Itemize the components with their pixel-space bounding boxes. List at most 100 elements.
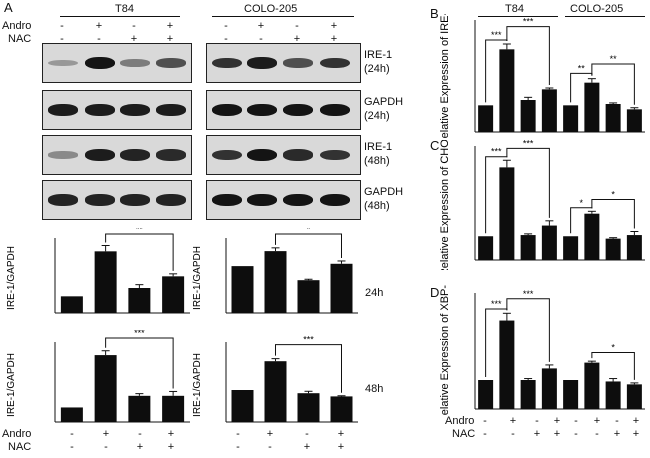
nac-sign: + [166, 33, 174, 45]
significance-label: *** [491, 147, 502, 157]
bar [60, 407, 83, 422]
blot-label: IRE-1 [364, 49, 393, 61]
y-axis-label: Relative Expression of XBP-1 [439, 285, 451, 415]
nac-sign: + [613, 428, 621, 440]
andro-label-top: Andro [2, 20, 32, 32]
bar [297, 393, 320, 422]
chart-b: Relative Expression of IRE-1 ********** [439, 14, 645, 139]
andro-sign: + [266, 428, 274, 440]
blot-band [320, 104, 350, 116]
andro-sign: - [615, 415, 619, 427]
andro-sign: + [102, 428, 110, 440]
bar [563, 380, 579, 409]
andro-sign: + [632, 415, 640, 427]
bar [563, 105, 579, 132]
blot-band [120, 104, 150, 116]
significance-label: ** [578, 63, 586, 73]
significance-label: *** [134, 330, 145, 338]
nac-sign: + [293, 33, 301, 45]
blot-band [120, 194, 150, 206]
bar [478, 380, 494, 409]
blot-label: GAPDH [364, 96, 404, 108]
andro-sign: - [574, 415, 578, 427]
nac-sign: + [533, 428, 541, 440]
significance-label: *** [523, 289, 534, 299]
group-underline-t84 [60, 16, 180, 17]
bar [162, 276, 185, 313]
bar [264, 251, 287, 313]
blot-band [85, 149, 115, 161]
panel-label-b: B [430, 6, 439, 21]
blot-band [247, 57, 277, 69]
chart-t84-48h: IRE-1/GAPDH *** [6, 330, 190, 423]
chart-colo-24h: IRE-1/GAPDH * [192, 228, 358, 314]
blot-band [156, 104, 186, 116]
group-underline-colo-right [565, 16, 645, 17]
andro-sign: - [132, 20, 136, 32]
bar [584, 213, 600, 260]
nac-label-bottom: NAC [8, 441, 32, 453]
bar [584, 362, 600, 409]
bar [60, 296, 83, 313]
panel-label-c: C [430, 138, 440, 153]
blot-band [283, 104, 313, 116]
andro-label-bottom: Andro [2, 428, 32, 440]
y-axis-label: IRE-1/GAPDH [192, 353, 203, 417]
significance-bracket [506, 298, 550, 362]
andro-sign: + [337, 428, 345, 440]
bar [563, 236, 579, 260]
nac-sign: - [595, 428, 599, 440]
blot-label: IRE-1 [364, 141, 393, 153]
andro-sign: - [295, 20, 299, 32]
group-label-colo-right: COLO-205 [570, 3, 624, 15]
y-axis-label: Relative Expression of CHOP [439, 140, 451, 270]
andro-sign: - [236, 428, 240, 440]
bar [94, 355, 117, 422]
blot-band [85, 194, 115, 206]
blot-band [48, 104, 78, 116]
significance-bracket [275, 233, 342, 258]
significance-label: * [579, 198, 583, 208]
blot-band [85, 57, 115, 69]
bar [541, 225, 557, 260]
time-label-24h: 24h [365, 287, 384, 299]
y-axis-label: IRE-1/GAPDH [6, 353, 17, 417]
andro-sign: - [535, 415, 539, 427]
blot-band [212, 149, 242, 161]
andro-sign: - [70, 428, 74, 440]
bar [520, 380, 536, 409]
chart-colo-48h: IRE-1/GAPDH *** [192, 335, 358, 423]
bar [231, 390, 254, 422]
nac-sign: - [483, 428, 487, 440]
blot-colo-row-1 [206, 90, 361, 130]
nac-sign: + [330, 33, 338, 45]
nac-sign: + [136, 441, 144, 453]
significance-label: * [307, 228, 311, 234]
nac-sign: + [553, 428, 561, 440]
blot-band [212, 194, 242, 206]
bar [626, 235, 642, 260]
blot-t84-row-1 [42, 90, 192, 130]
significance-bracket [506, 26, 550, 85]
nac-sign: + [130, 33, 138, 45]
blot-t84-row-3 [42, 180, 192, 220]
panel-label-a: A [4, 0, 13, 15]
blot-band [247, 149, 277, 161]
bar [541, 368, 557, 409]
significance-label: * [611, 189, 615, 199]
bar [584, 82, 600, 132]
blot-band [120, 59, 150, 67]
significance-bracket [591, 351, 635, 380]
nac-sign: - [97, 33, 101, 45]
significance-label: *** [491, 30, 502, 40]
blot-band [283, 194, 313, 206]
group-label-t84-right: T84 [505, 3, 524, 15]
blot-band [120, 149, 150, 161]
blot-sublabel: (48h) [364, 200, 390, 212]
significance-label: * [611, 342, 615, 352]
nac-label-right: NAC [452, 428, 476, 440]
andro-sign: + [593, 415, 601, 427]
group-underline-t84-right [478, 16, 558, 17]
blot-sublabel: (48h) [364, 155, 390, 167]
blot-t84-row-2 [42, 135, 192, 175]
